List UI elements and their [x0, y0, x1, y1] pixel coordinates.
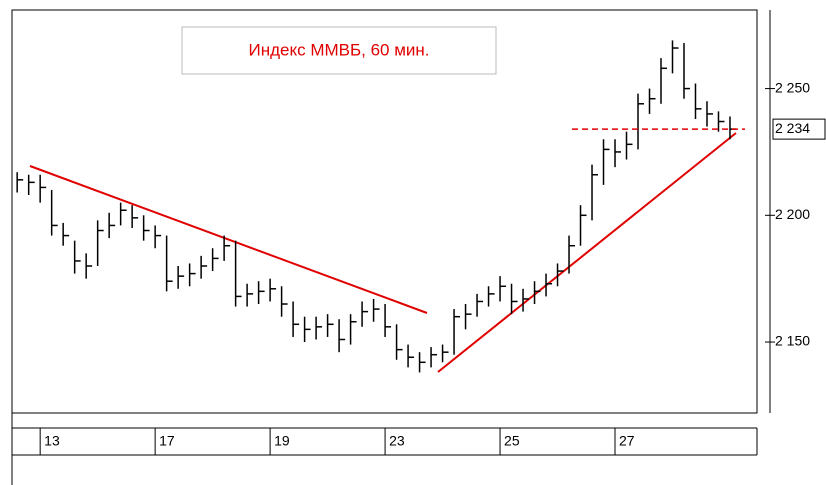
title-box: [181, 26, 497, 75]
y-tick-label: 2 150: [775, 333, 810, 349]
x-tick-label: 13: [44, 433, 60, 449]
x-tick-label: 27: [619, 433, 635, 449]
y-tick-label: 2 250: [775, 79, 810, 95]
last-price-label: 2 234: [775, 120, 810, 136]
chart-title: Индекс ММВБ, 60 мин.: [248, 40, 429, 59]
y-tick-label: 2 200: [775, 206, 810, 222]
plot-frame: [11, 9, 758, 414]
x-tick-label: 23: [389, 433, 405, 449]
x-tick-label: 25: [504, 433, 520, 449]
x-tick-label: 19: [274, 433, 290, 449]
trend-line-up: [437, 132, 737, 373]
x-tick-label: 17: [159, 433, 175, 449]
trend-line-down: [29, 165, 428, 314]
last-price-box: [772, 118, 826, 140]
